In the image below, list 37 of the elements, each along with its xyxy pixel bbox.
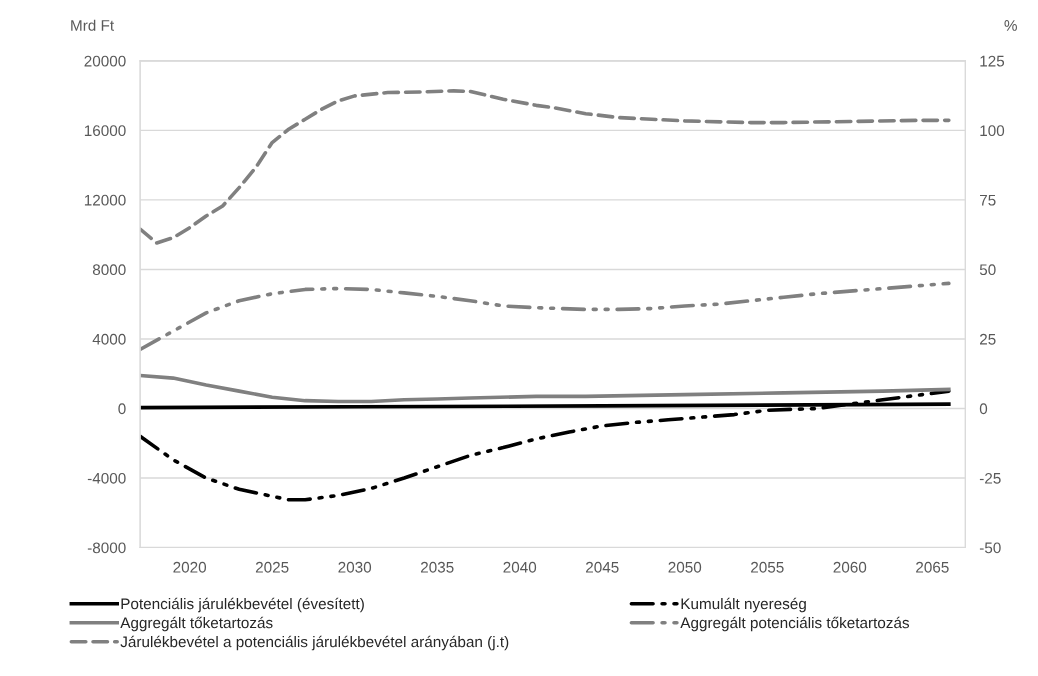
line-series (140, 281, 951, 352)
y2-tick-label: -25 (979, 472, 1001, 484)
legend-label: Aggregált potenciális tőketartozás (680, 616, 910, 632)
legend-label: Járulékbevétel a potenciális járulékbevétel arányában (j.t) (120, 635, 509, 651)
x-tick-label: 2065 (916, 561, 949, 573)
x-tick-label: 2055 (751, 561, 784, 573)
y-tick-label: 20000 (84, 55, 126, 67)
legend-label: Kumulált nyereség (681, 597, 806, 613)
line-series (140, 373, 951, 404)
x-tick-label: 2020 (173, 561, 207, 573)
y2-tick-label: 0 (979, 403, 988, 415)
y-tick-label: 4000 (92, 333, 126, 345)
x-tick-label: 2030 (338, 561, 372, 573)
y-tick-label: 0 (118, 403, 126, 415)
y-tick-label: -4000 (87, 472, 126, 484)
y2-tick-label: -50 (979, 542, 1001, 554)
x-tick-label: 2050 (668, 561, 702, 573)
x-tick-label: 2045 (586, 561, 619, 573)
x-tick-label: 2040 (503, 561, 537, 573)
y-tick-label: 8000 (92, 264, 126, 276)
y-tick-label: 12000 (84, 194, 126, 206)
x-tick-label: 2025 (255, 561, 289, 573)
y2-tick-label: 100 (980, 125, 1005, 137)
y-tick-label: 16000 (84, 125, 126, 137)
y-tick-label: -8000 (87, 542, 126, 554)
y2-axis-title: % (1004, 20, 1017, 31)
y2-tick-label: 25 (980, 333, 996, 345)
y2-tick-label: 75 (980, 194, 996, 206)
y2-tick-label: 50 (979, 264, 996, 276)
y-axis-title: Mrd Ft (71, 19, 115, 31)
y2-tick-label: 125 (980, 55, 1005, 67)
line-series (140, 389, 951, 502)
x-tick-label: 2035 (420, 561, 454, 573)
legend-label: Potenciális járulékbevétel (évesített) (121, 597, 364, 613)
line-series (140, 89, 951, 245)
x-tick-label: 2060 (833, 561, 867, 573)
legend-label: Aggregált tőketartozás (120, 616, 273, 632)
